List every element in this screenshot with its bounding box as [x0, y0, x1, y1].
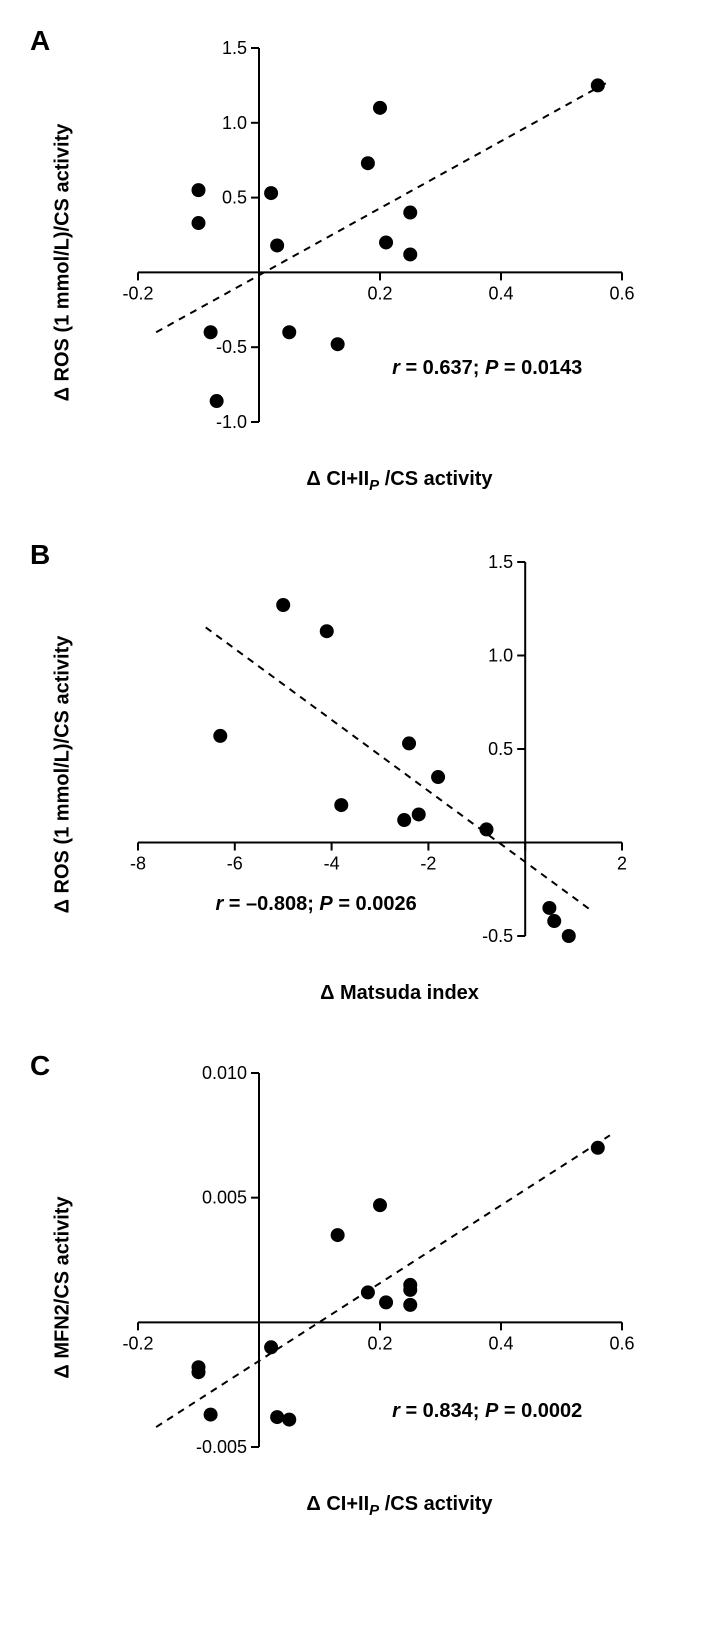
scatter-plot-c: -0.2 0.2 0.4 0.6 -0.005 0.005 0.010 r = 0.834; … [120, 1055, 640, 1485]
plot-c-wrap: Δ MFN2/CS activity -0.20.20.40.6-0.0050.… [120, 1055, 679, 1519]
svg-text:-1.0: -1.0 [216, 412, 247, 432]
svg-text:r = 0.637; P = 0.0143: r = 0.637; P = 0.0143 [392, 357, 582, 379]
ylabel-a: Δ ROS (1 mmol/L)/CS activity [52, 123, 75, 401]
panel-a: A Δ ROS (1 mmol/L)/CS activity -0.20.20.… [30, 30, 679, 494]
svg-text:-4: -4 [324, 854, 340, 874]
scatter-plot-b: -8 -6 -4 -2 2 -0.5 0.5 1.0 1.5 r = –0.808; P = 0.… [120, 544, 640, 974]
ylabel-c-wrap: Δ MFN2/CS activity [48, 1055, 78, 1519]
svg-text:-0.5: -0.5 [216, 337, 247, 357]
svg-text:-8: -8 [130, 854, 146, 874]
xlabel-a: Δ CI+IIP /CS activity [120, 468, 679, 494]
svg-text:0.4: 0.4 [488, 1333, 513, 1353]
ylabel-b: Δ ROS (1 mmol/L)/CS activity [52, 636, 75, 914]
svg-text:-0.2: -0.2 [122, 1333, 153, 1353]
svg-text:-0.2: -0.2 [122, 283, 153, 303]
svg-text:0.5: 0.5 [222, 188, 247, 208]
svg-text:0.5: 0.5 [488, 739, 513, 759]
xlabel-c: Δ CI+IIP /CS activity [120, 1493, 679, 1519]
svg-text:-0.005: -0.005 [196, 1437, 247, 1457]
svg-text:r = 0.834; P = 0.0002: r = 0.834; P = 0.0002 [392, 1400, 582, 1422]
svg-text:1.0: 1.0 [488, 646, 513, 666]
panel-b: B Δ ROS (1 mmol/L)/CS activity -8-6-4-22… [30, 544, 679, 1005]
svg-text:0.4: 0.4 [488, 283, 513, 303]
svg-text:1.5: 1.5 [488, 552, 513, 572]
svg-text:r = –0.808; P = 0.0026: r = –0.808; P = 0.0026 [215, 893, 416, 915]
ylabel-a-wrap: Δ ROS (1 mmol/L)/CS activity [48, 30, 78, 494]
scatter-plot-a: -0.2 0.2 0.4 0.6 -1.0 -0.5 0.5 1.0 1.5 r = 0.637;… [120, 30, 640, 460]
svg-text:0.2: 0.2 [367, 1333, 392, 1353]
ylabel-b-wrap: Δ ROS (1 mmol/L)/CS activity [48, 544, 78, 1005]
svg-text:1.0: 1.0 [222, 113, 247, 133]
svg-text:-0.5: -0.5 [482, 926, 513, 946]
svg-text:0.005: 0.005 [202, 1188, 247, 1208]
svg-text:0.6: 0.6 [609, 283, 634, 303]
svg-text:-6: -6 [227, 854, 243, 874]
ylabel-c: Δ MFN2/CS activity [52, 1196, 75, 1378]
svg-text:0.2: 0.2 [367, 283, 392, 303]
svg-text:1.5: 1.5 [222, 38, 247, 58]
svg-text:2: 2 [617, 854, 627, 874]
panel-c: C Δ MFN2/CS activity -0.20.20.40.6-0.005… [30, 1055, 679, 1519]
xlabel-b: Δ Matsuda index [120, 982, 679, 1005]
svg-text:0.6: 0.6 [609, 1333, 634, 1353]
svg-text:-2: -2 [420, 854, 436, 874]
svg-text:0.010: 0.010 [202, 1063, 247, 1083]
plot-b-wrap: Δ ROS (1 mmol/L)/CS activity -8-6-4-22-0… [120, 544, 679, 1005]
plot-a-wrap: Δ ROS (1 mmol/L)/CS activity -0.20.20.40… [120, 30, 679, 494]
